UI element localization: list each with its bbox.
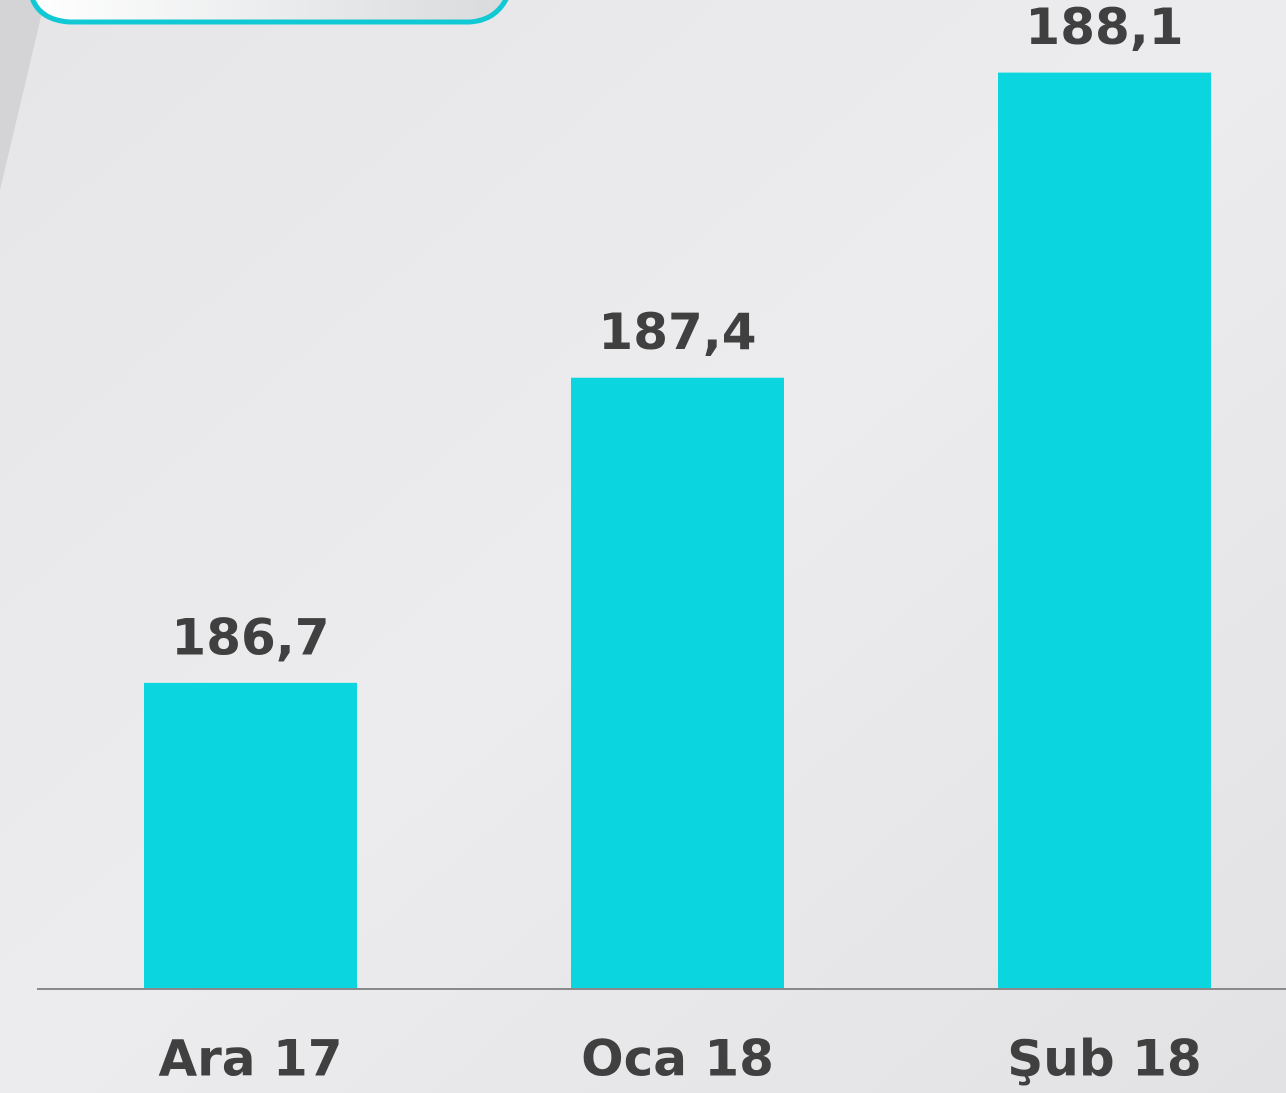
- value-label: 188,1: [1025, 0, 1183, 56]
- bar: [144, 682, 357, 988]
- bar: [998, 72, 1211, 988]
- x-tick-label: Şub 18: [1007, 1030, 1201, 1088]
- bar: [571, 377, 784, 988]
- header-tab: [30, 0, 509, 25]
- value-label: 186,7: [171, 608, 329, 666]
- value-label: 187,4: [598, 303, 756, 361]
- x-tick-label: Oca 18: [581, 1030, 774, 1088]
- background-shade: [0, 0, 45, 190]
- x-tick-label: Ara 17: [158, 1030, 342, 1088]
